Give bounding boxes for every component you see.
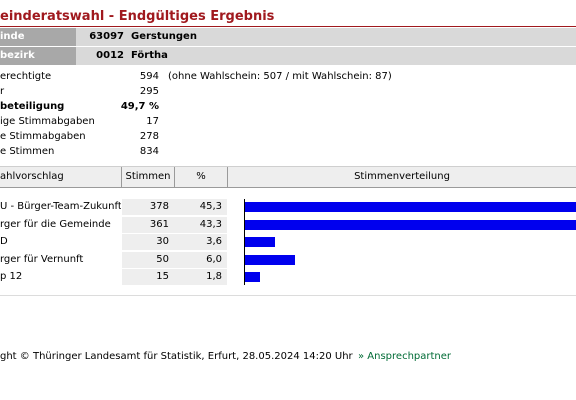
column-header-stimmenverteilung: Stimmenverteilung	[354, 171, 450, 182]
stat-value: 49,7 %	[120, 101, 159, 112]
contact-link[interactable]: » Ansprechpartner	[358, 351, 452, 362]
table-row: rger für die Gemeinde 361 43,3	[0, 217, 576, 233]
row-shade	[122, 252, 227, 268]
party-percent: 6,0	[206, 254, 222, 265]
stat-label: e Stimmen	[0, 146, 55, 157]
distribution-axis	[244, 199, 245, 285]
title-divider	[0, 26, 576, 27]
stat-note: (ohne Wahlschein: 507 / mit Wahlschein: …	[168, 71, 392, 82]
row-shade	[122, 199, 227, 215]
party-votes: 50	[156, 254, 169, 265]
table-row: p 12 15 1,8	[0, 269, 576, 285]
bezirk-code: 0012	[96, 50, 124, 61]
bezirk-row: bezirk 0012 Förtha	[0, 47, 576, 65]
row-shade	[122, 269, 227, 285]
party-votes: 15	[156, 271, 169, 282]
row-shade	[122, 234, 227, 250]
party-votes: 30	[156, 236, 169, 247]
stat-value: 295	[139, 86, 159, 97]
stat-label: beteiligung	[0, 101, 65, 112]
stat-label: ige Stimmabgaben	[0, 116, 95, 127]
page-title: einderatswahl - Endgültiges Ergebnis	[0, 9, 275, 24]
stat-value: 17	[146, 116, 159, 127]
stat-label: r	[0, 86, 5, 97]
gemeinde-row: inde 63097 Gerstungen	[0, 28, 576, 46]
party-name: p 12	[0, 271, 23, 282]
party-name: U - Bürger-Team-Zukunft	[0, 201, 121, 212]
gemeinde-name: Gerstungen	[131, 31, 197, 42]
stat-label: erechtigte	[0, 71, 52, 82]
footer-divider	[0, 295, 576, 296]
party-percent: 1,8	[206, 271, 222, 282]
party-name: D	[0, 236, 8, 247]
column-header-percent: %	[175, 167, 228, 187]
copyright-text: ght © Thüringer Landesamt für Statistik,…	[0, 351, 353, 362]
row-shade	[122, 217, 227, 233]
column-header-wahlvorschlag: ahlvorschlag	[0, 167, 122, 187]
gemeinde-code: 63097	[89, 31, 124, 42]
bezirk-label: bezirk	[0, 47, 76, 65]
stat-value: 278	[139, 131, 159, 142]
party-bar	[245, 272, 260, 282]
party-percent: 3,6	[206, 236, 222, 247]
stat-value: 834	[139, 146, 159, 157]
party-bar	[245, 220, 576, 230]
table-row: D 30 3,6	[0, 234, 576, 250]
party-percent: 43,3	[199, 219, 222, 230]
party-votes: 361	[149, 219, 169, 230]
bezirk-name: Förtha	[131, 50, 168, 61]
gemeinde-label: inde	[0, 28, 76, 46]
party-bar	[245, 255, 295, 265]
party-votes: 378	[149, 201, 169, 212]
results-table-header: ahlvorschlag Stimmen % Stimmenverteilung	[0, 166, 576, 188]
stat-value: 594	[139, 71, 159, 82]
party-name: rger für die Gemeinde	[0, 219, 111, 230]
stat-label: e Stimmabgaben	[0, 131, 86, 142]
party-bar	[245, 237, 275, 247]
party-bar	[245, 202, 576, 212]
table-row: rger für Vernunft 50 6,0	[0, 252, 576, 268]
column-header-stimmen: Stimmen	[122, 167, 175, 187]
party-name: rger für Vernunft	[0, 254, 84, 265]
table-row: U - Bürger-Team-Zukunft 378 45,3	[0, 199, 576, 215]
party-percent: 45,3	[199, 201, 222, 212]
